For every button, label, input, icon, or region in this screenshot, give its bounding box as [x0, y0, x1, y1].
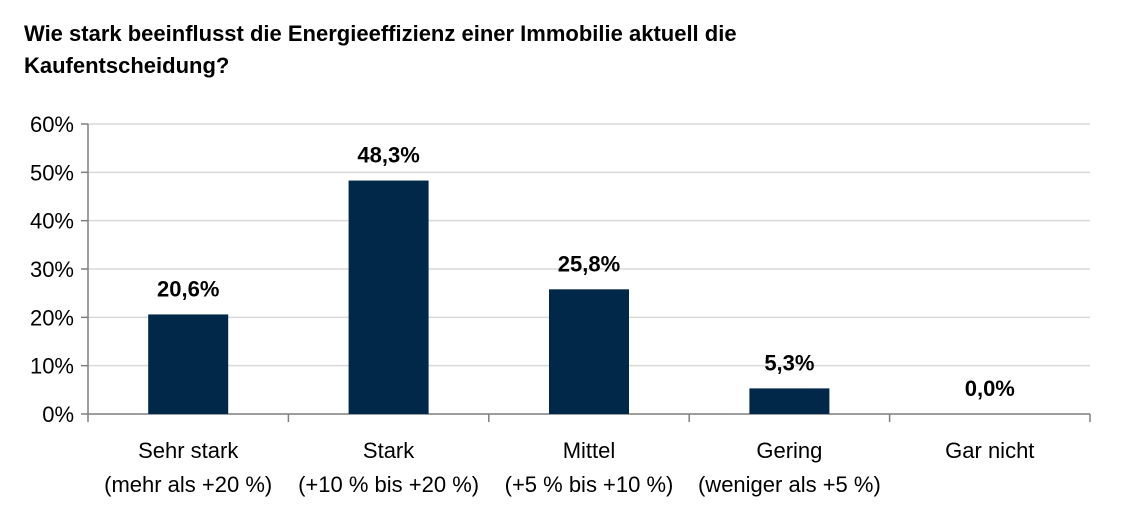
data-label: 5,3% — [764, 350, 814, 375]
chart-title: Wie stark beeinflusst die Energieeffizie… — [24, 21, 737, 78]
category-label: (+10 % bis +20 %) — [298, 472, 479, 497]
labels: 0% 10% 20% 30% 40% 50% 60% 20,6% Sehr stark (mehr… — [30, 112, 1034, 497]
y-tick-label: 20% — [30, 305, 74, 330]
bars — [148, 180, 830, 414]
data-label: 48,3% — [357, 143, 419, 168]
category-label: (mehr als +20 %) — [104, 472, 272, 497]
bar — [749, 388, 830, 414]
y-tick-label: 10% — [30, 354, 74, 379]
category-label: Mittel — [563, 438, 616, 463]
bar — [549, 289, 629, 414]
data-label: 0,0% — [965, 376, 1015, 401]
y-tick-label: 30% — [30, 257, 74, 282]
category-label: (weniger als +5 %) — [698, 472, 881, 497]
y-tick-label: 0% — [42, 402, 74, 427]
category-label: (+5 % bis +10 %) — [505, 472, 674, 497]
data-label: 20,6% — [157, 276, 219, 301]
category-label: Gar nicht — [945, 438, 1034, 463]
category-label: Stark — [363, 438, 415, 463]
bar — [348, 180, 429, 414]
data-label: 25,8% — [558, 251, 620, 276]
category-label: Sehr stark — [138, 438, 239, 463]
y-tick-label: 60% — [30, 112, 74, 137]
y-tick-label: 40% — [30, 209, 74, 234]
y-tick-label: 50% — [30, 160, 74, 185]
category-label: Gering — [756, 438, 822, 463]
bar — [148, 314, 229, 414]
